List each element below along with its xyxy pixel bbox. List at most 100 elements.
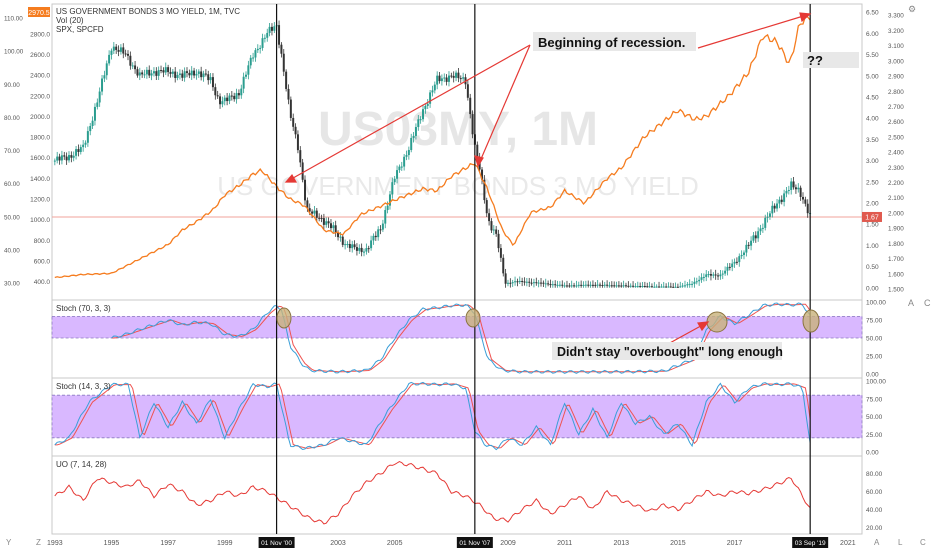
yield-candle-body: [488, 213, 491, 222]
yield-candle-body: [370, 240, 373, 249]
yield-candle-body: [459, 78, 462, 80]
yield-candle-body: [334, 225, 337, 233]
yield-candle-body: [455, 72, 458, 78]
spx-tick-label: 800.0: [34, 238, 51, 245]
yield-candle-body: [549, 284, 552, 286]
yield-candle-body: [615, 285, 618, 287]
yield-candle-body: [525, 281, 528, 283]
yield-candle-body: [110, 50, 113, 55]
yield-candle-body: [84, 142, 87, 145]
yield-candle-body: [492, 229, 495, 231]
arrowhead-overbought: [697, 321, 710, 332]
spx-tick-label: 1400.0: [30, 176, 50, 183]
yield-candle-body: [296, 134, 299, 151]
uo-label: UO (7, 14, 28): [56, 460, 107, 469]
yield-candle-body: [188, 72, 191, 76]
yield-candle-body: [249, 57, 252, 66]
x-tick-label: 1997: [160, 540, 176, 547]
oscillator-tick-label: 50.00: [866, 414, 883, 421]
yield-candle-body: [226, 97, 229, 102]
settings-gear-icon-3[interactable]: C: [924, 298, 931, 308]
yield-candle-body: [719, 274, 722, 277]
yield-candle-body: [506, 282, 509, 284]
yield-candle-body: [285, 71, 288, 89]
arrowhead-2007: [474, 155, 484, 168]
yield-candle-body: [801, 196, 804, 200]
yield-candle-body: [115, 46, 118, 50]
yield-candle-body: [157, 70, 160, 76]
yield-candle-body: [466, 84, 469, 98]
settings-gear-icon-2[interactable]: A: [908, 298, 914, 308]
yield-candle-body: [599, 284, 602, 286]
yield-candle-body: [126, 53, 129, 56]
yield-candle-body: [481, 169, 484, 180]
auto-scale-button[interactable]: A: [874, 538, 880, 547]
stoch-k-line: [54, 381, 811, 451]
yield-candle-body: [86, 131, 89, 143]
yield-candle-body: [653, 286, 656, 288]
spx-tick-label: 400.0: [34, 279, 51, 286]
yield-candle-body: [63, 155, 66, 157]
yield-candle-body: [233, 95, 236, 100]
yield-candle-body: [447, 75, 450, 82]
yield-candle-body: [216, 95, 219, 97]
yield-candle-body: [346, 243, 349, 245]
yield-candle-body: [582, 284, 585, 286]
left-outer-tick-label: 60.00: [4, 181, 20, 188]
left-outer-tick-label: 40.00: [4, 247, 20, 254]
yield-candle-body: [91, 120, 94, 126]
yield-candle-body: [178, 73, 181, 75]
yield-candle-body: [764, 217, 767, 228]
spx-tick-label: 2800.0: [30, 31, 50, 38]
yield-candle-body: [377, 229, 380, 238]
yield-candle-body: [740, 254, 743, 257]
yield-candle-body: [360, 247, 363, 253]
yield-candle-body: [705, 274, 708, 277]
yield-candle-body: [190, 70, 193, 76]
yield-candle-body: [504, 273, 507, 284]
yield-candle-body: [537, 282, 540, 284]
yield-candle-body: [752, 235, 755, 241]
yield-candle-body: [315, 210, 318, 218]
yield-candle-body: [200, 71, 203, 78]
yield-tick-label: 0.00: [866, 285, 879, 292]
yield-candle-body: [337, 232, 340, 238]
yield-candle-body: [783, 193, 786, 202]
settings-gear-icon[interactable]: ⚙: [908, 4, 916, 14]
log-scale-button[interactable]: L: [898, 538, 903, 547]
yield-candle-body: [641, 285, 644, 287]
yield-candle-body: [634, 286, 637, 288]
right-outer-tick-label: 1.800: [888, 241, 904, 248]
yield-candle-body: [325, 221, 328, 225]
yield-candle-body: [681, 285, 684, 287]
x-tick-label: 2013: [613, 540, 629, 547]
yield-candle-body: [665, 286, 668, 288]
yield-candle-body: [75, 149, 78, 156]
left-outer-ticks: 110.00 100.00 90.00 80.00 70.00 60.00 50.00 40.…: [4, 16, 24, 288]
yield-candle-body: [540, 282, 543, 284]
yield-candle-body: [150, 73, 153, 76]
z-scale-button[interactable]: Z: [36, 538, 41, 547]
yield-candle-body: [438, 75, 441, 82]
yield-candle-body: [565, 285, 568, 287]
yield-candle-body: [174, 71, 177, 78]
yield-candle-body: [204, 73, 207, 75]
yield-candle-body: [70, 155, 73, 158]
yield-candle-body: [270, 26, 273, 31]
yield-candle-body: [169, 72, 172, 74]
yield-candle-body: [327, 221, 330, 224]
y-scale-button[interactable]: Y: [6, 538, 12, 547]
yield-candle-body: [306, 200, 309, 209]
yield-candle-body: [584, 284, 587, 286]
right-outer-tick-label: 2.400: [888, 150, 904, 157]
yield-candle-body: [532, 282, 535, 284]
yield-candle-body: [141, 72, 144, 75]
compare-button[interactable]: C: [920, 538, 926, 547]
yield-candle-body: [280, 44, 283, 54]
yield-candle-body: [766, 216, 769, 218]
yield-candle-body: [457, 72, 460, 79]
yield-candle-body: [745, 244, 748, 253]
right-outer-tick-label: 2.800: [888, 89, 904, 96]
right-outer-tick-label: 2.100: [888, 195, 904, 202]
